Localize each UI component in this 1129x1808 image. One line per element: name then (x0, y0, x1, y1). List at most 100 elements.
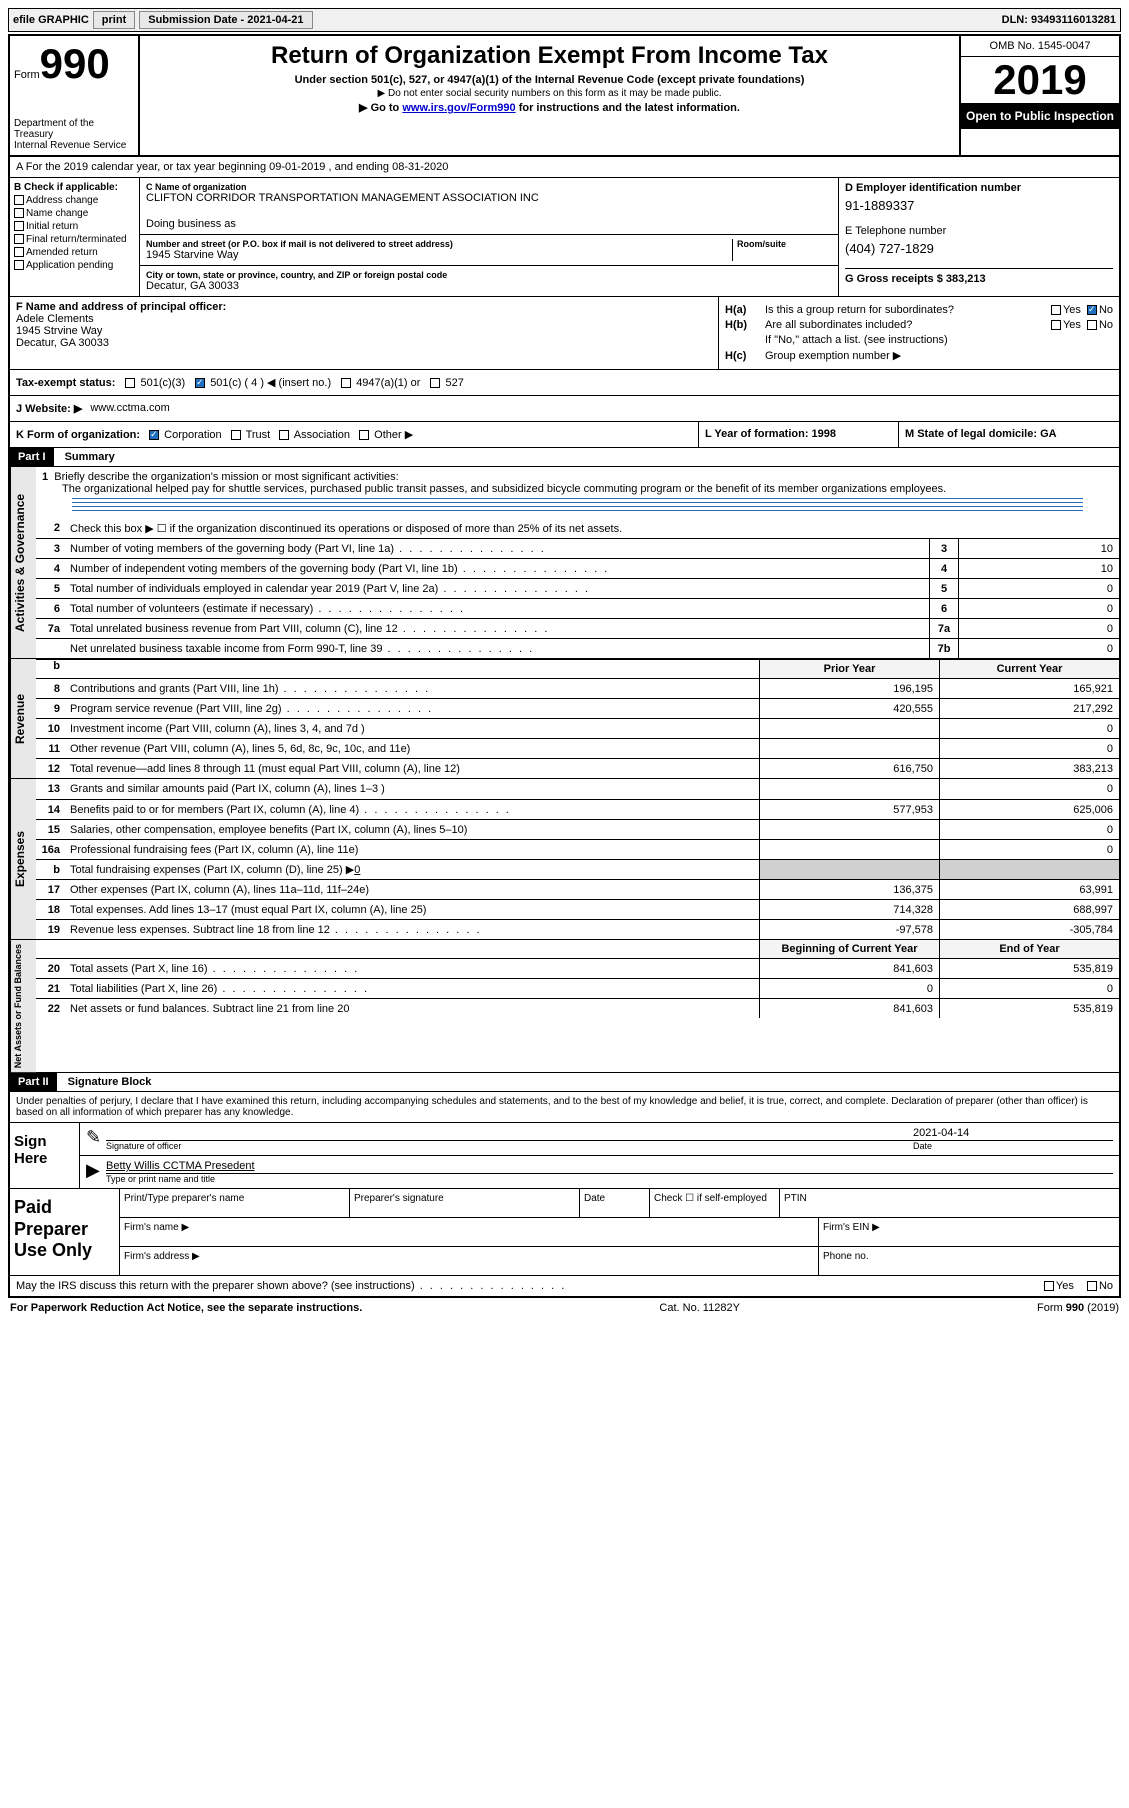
line11-py (759, 739, 939, 758)
paid-preparer-label: Paid Preparer Use Only (10, 1189, 120, 1275)
instructions-link[interactable]: www.irs.gov/Form990 (402, 102, 515, 114)
line7b-val: 0 (959, 639, 1119, 658)
begin-year-header: Beginning of Current Year (759, 940, 939, 958)
form-990-page: Form990 Department of the Treasury Inter… (8, 34, 1121, 1298)
section-h: H(a) Is this a group return for subordin… (719, 297, 1119, 369)
section-c: C Name of organization CLIFTON CORRIDOR … (140, 178, 839, 296)
section-b: B Check if applicable: Address change Na… (10, 178, 140, 296)
chk-application-pending[interactable] (14, 260, 24, 270)
header-center: Return of Organization Exempt From Incom… (140, 36, 959, 155)
section-k: K Form of organization: Corporation Trus… (10, 422, 699, 447)
website-row: J Website: ▶ www.cctma.com (10, 396, 1119, 422)
chk-501c3[interactable] (125, 378, 135, 388)
submission-date-button[interactable]: Submission Date - 2021-04-21 (139, 11, 312, 29)
line13-cy: 0 (939, 779, 1119, 799)
topbar: efile GRAPHIC print Submission Date - 20… (8, 8, 1121, 32)
subtitle-3: ▶ Go to www.irs.gov/Form990 for instruct… (152, 101, 947, 114)
chk-hb-yes[interactable] (1051, 320, 1061, 330)
line19-py: -97,578 (759, 920, 939, 939)
open-public-badge: Open to Public Inspection (961, 103, 1119, 129)
phone-value: (404) 727-1829 (845, 241, 1113, 256)
side-label-netassets: Net Assets or Fund Balances (10, 940, 36, 1072)
chk-discuss-no[interactable] (1087, 1281, 1097, 1291)
side-label-governance: Activities & Governance (10, 467, 36, 658)
line13-py (759, 779, 939, 799)
chk-501c[interactable] (195, 378, 205, 388)
section-l: L Year of formation: 1998 (699, 422, 899, 447)
line17-cy: 63,991 (939, 880, 1119, 899)
part-i-title: Summary (57, 451, 115, 463)
section-f: F Name and address of principal officer:… (10, 297, 719, 369)
chk-address-change[interactable] (14, 195, 24, 205)
officer-label: F Name and address of principal officer: (16, 301, 712, 313)
officer-name-title: Betty Willis CCTMA Presedent (106, 1160, 1113, 1174)
part-i-header: Part I Summary (10, 448, 1119, 467)
section-m: M State of legal domicile: GA (899, 422, 1119, 447)
line14-py: 577,953 (759, 800, 939, 819)
paid-preparer-block: Paid Preparer Use Only Print/Type prepar… (10, 1188, 1119, 1275)
chk-amended[interactable] (14, 247, 24, 257)
section-de: D Employer identification number 91-1889… (839, 178, 1119, 296)
officer-name: Adele Clements (16, 313, 712, 325)
gross-receipts: G Gross receipts $ 383,213 (845, 273, 986, 285)
subtitle-1: Under section 501(c), 527, or 4947(a)(1)… (152, 74, 947, 86)
chk-initial-return[interactable] (14, 221, 24, 231)
line20-py: 841,603 (759, 959, 939, 978)
dln-label: DLN: 93493116013281 (1002, 14, 1116, 26)
line5-val: 0 (959, 579, 1119, 598)
chk-ha-no[interactable] (1087, 305, 1097, 315)
arrow-icon: ▶ (86, 1160, 106, 1184)
line18-py: 714,328 (759, 900, 939, 919)
line18-cy: 688,997 (939, 900, 1119, 919)
sign-here-block: Sign Here ✎ Signature of officer 2021-04… (10, 1122, 1119, 1188)
chk-discuss-yes[interactable] (1044, 1281, 1054, 1291)
line20-cy: 535,819 (939, 959, 1119, 978)
summary-expenses: Expenses 13Grants and similar amounts pa… (10, 778, 1119, 939)
line4-val: 10 (959, 559, 1119, 578)
current-year-header: Current Year (939, 660, 1119, 678)
perjury-text: Under penalties of perjury, I declare th… (10, 1092, 1119, 1122)
addr-label: Number and street (or P.O. box if mail i… (146, 239, 732, 249)
header-right: OMB No. 1545-0047 2019 Open to Public In… (959, 36, 1119, 155)
chk-hb-no[interactable] (1087, 320, 1097, 330)
line12-cy: 383,213 (939, 759, 1119, 778)
line15-cy: 0 (939, 820, 1119, 839)
chk-name-change[interactable] (14, 208, 24, 218)
pen-icon: ✎ (86, 1127, 106, 1151)
chk-527[interactable] (430, 378, 440, 388)
line16a-py (759, 840, 939, 859)
tax-status-row: Tax-exempt status: 501(c)(3) 501(c) ( 4 … (10, 370, 1119, 396)
dept-label: Department of the Treasury (14, 118, 134, 140)
summary-netassets: Net Assets or Fund Balances Beginning of… (10, 939, 1119, 1072)
chk-corporation[interactable] (149, 430, 159, 440)
part-ii-badge: Part II (10, 1073, 57, 1091)
org-address: 1945 Starvine Way (146, 249, 732, 261)
line17-py: 136,375 (759, 880, 939, 899)
line3-val: 10 (959, 539, 1119, 558)
discuss-row: May the IRS discuss this return with the… (10, 1275, 1119, 1296)
line8-py: 196,195 (759, 679, 939, 698)
side-label-expenses: Expenses (10, 779, 36, 939)
line7a-val: 0 (959, 619, 1119, 638)
line10-cy: 0 (939, 719, 1119, 738)
line12-py: 616,750 (759, 759, 939, 778)
chk-other[interactable] (359, 430, 369, 440)
chk-4947[interactable] (341, 378, 351, 388)
line9-py: 420,555 (759, 699, 939, 718)
line16a-cy: 0 (939, 840, 1119, 859)
line15-py (759, 820, 939, 839)
form-title: Return of Organization Exempt From Incom… (152, 42, 947, 70)
line22-cy: 535,819 (939, 999, 1119, 1018)
chk-trust[interactable] (231, 430, 241, 440)
efile-label: efile GRAPHIC (13, 14, 89, 26)
line9-cy: 217,292 (939, 699, 1119, 718)
chk-final-return[interactable] (14, 234, 24, 244)
chk-association[interactable] (279, 430, 289, 440)
officer-addr2: Decatur, GA 30033 (16, 337, 712, 349)
print-button[interactable]: print (93, 11, 135, 29)
chk-ha-yes[interactable] (1051, 305, 1061, 315)
line8-cy: 165,921 (939, 679, 1119, 698)
section-bcde: B Check if applicable: Address change Na… (10, 178, 1119, 297)
dba-label: Doing business as (146, 218, 832, 230)
form-number: 990 (40, 40, 110, 87)
